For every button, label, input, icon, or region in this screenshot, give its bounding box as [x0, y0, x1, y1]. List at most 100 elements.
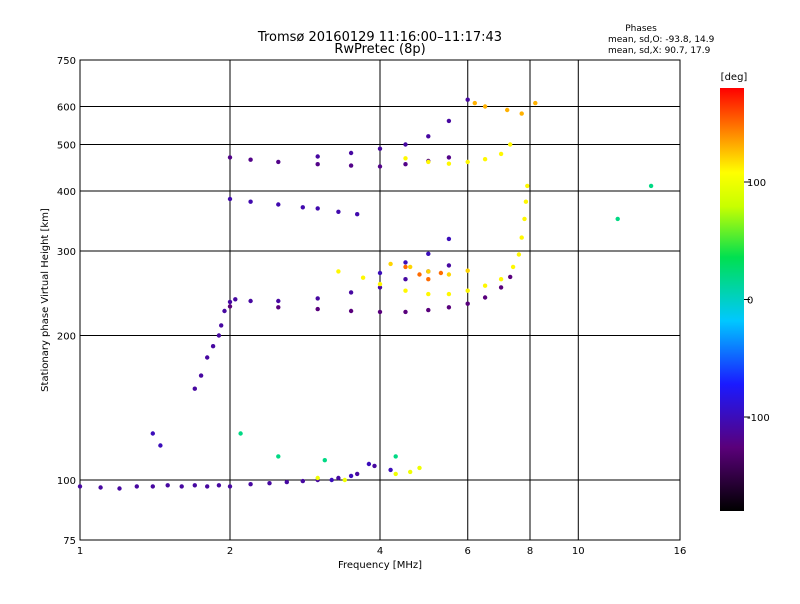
data-point	[267, 481, 272, 486]
data-point	[482, 283, 488, 288]
data-point	[388, 261, 393, 267]
data-point	[233, 297, 238, 302]
data-point	[472, 100, 477, 106]
data-point	[465, 288, 470, 293]
data-point	[505, 107, 510, 113]
data-point	[446, 155, 452, 160]
data-point	[150, 484, 155, 489]
data-point	[426, 307, 431, 313]
y-tick-label: 400	[57, 187, 76, 198]
x-tick-label: 4	[377, 546, 383, 557]
data-point	[284, 479, 289, 485]
data-point	[248, 298, 253, 304]
data-point	[348, 473, 354, 479]
data-point	[377, 164, 383, 169]
data-point	[498, 151, 504, 157]
data-point	[426, 277, 431, 282]
data-point	[348, 290, 354, 295]
data-point	[426, 251, 431, 256]
data-point	[276, 305, 281, 310]
data-point	[446, 305, 452, 310]
data-point	[222, 308, 227, 314]
data-point	[426, 159, 431, 165]
x-tick-label: 16	[674, 546, 687, 557]
data-point	[179, 484, 184, 489]
data-point	[393, 454, 398, 459]
colorbar-tick-label: -100	[747, 413, 770, 424]
data-point	[403, 156, 408, 161]
chart-subtitle: RwPretec (8p)	[334, 42, 425, 57]
data-point	[342, 477, 347, 483]
data-point	[315, 306, 320, 312]
data-point	[248, 199, 253, 204]
data-point	[355, 212, 360, 217]
data-point	[510, 264, 516, 270]
data-point	[315, 162, 320, 167]
colorbar-label: [deg]	[721, 72, 748, 83]
colorbar-ticks: 100 0 -100	[744, 178, 770, 424]
data-point	[315, 475, 320, 481]
x-tick-label: 10	[572, 546, 585, 557]
data-point	[348, 150, 354, 156]
data-point	[150, 431, 155, 436]
data-point	[446, 272, 452, 277]
data-point	[498, 285, 504, 290]
data-point	[388, 467, 393, 473]
data-point	[446, 236, 452, 242]
data-point	[516, 252, 522, 257]
stats-heading: Phases	[625, 24, 657, 34]
data-point	[117, 486, 122, 491]
colorbar	[720, 88, 744, 511]
data-point	[508, 274, 513, 280]
y-tick-label: 600	[57, 103, 76, 114]
data-point	[315, 206, 320, 211]
data-point	[377, 309, 383, 315]
data-point	[248, 482, 253, 487]
data-point	[165, 483, 170, 488]
data-point	[426, 291, 431, 297]
data-point	[465, 159, 470, 165]
y-tick-label: 100	[57, 476, 76, 487]
data-point	[403, 142, 408, 147]
data-point	[408, 469, 413, 475]
y-tick-label: 500	[57, 141, 76, 152]
data-point	[360, 275, 366, 280]
data-point	[205, 484, 210, 489]
data-point	[336, 209, 341, 214]
data-point	[377, 285, 383, 290]
data-point	[238, 431, 243, 436]
data-point	[519, 235, 524, 240]
data-point	[336, 475, 341, 481]
data-point	[348, 163, 354, 168]
data-point	[482, 157, 488, 162]
data-point	[276, 298, 281, 304]
data-point	[508, 142, 513, 147]
data-point	[348, 308, 354, 314]
data-point	[408, 264, 413, 270]
data-point	[227, 484, 233, 489]
data-point	[465, 301, 470, 306]
y-tick-label: 300	[57, 247, 76, 258]
data-point	[248, 157, 253, 162]
x-tick-label: 6	[465, 546, 471, 557]
data-point	[403, 309, 408, 315]
data-point	[519, 111, 524, 116]
data-point	[498, 277, 504, 282]
data-point	[329, 477, 334, 483]
data-point	[403, 260, 408, 265]
data-point	[276, 454, 281, 459]
colorbar-tick-label: 0	[747, 296, 753, 307]
data-point	[322, 458, 327, 463]
data-point	[446, 161, 452, 166]
stats-o-line: mean, sd,O: -93.8, 14.9	[608, 35, 715, 45]
y-tick-label: 75	[63, 536, 76, 547]
data-point	[377, 270, 383, 276]
y-tick-label: 200	[57, 332, 76, 343]
data-point	[158, 443, 163, 448]
x-axis-label: Frequency [MHz]	[338, 560, 422, 571]
data-point	[315, 296, 320, 301]
data-point	[377, 146, 383, 151]
data-point	[465, 97, 470, 102]
stats-x-line: mean, sd,X: 90.7, 17.9	[608, 46, 711, 56]
